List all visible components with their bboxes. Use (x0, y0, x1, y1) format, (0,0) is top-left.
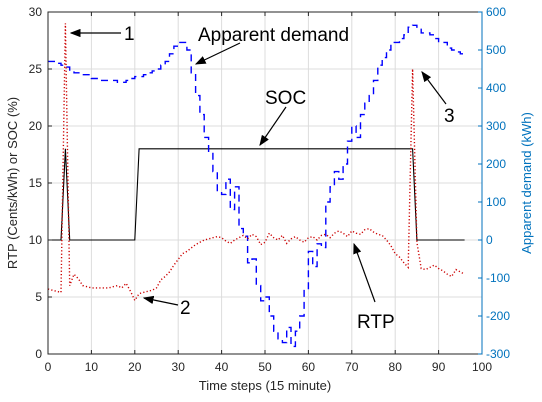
series-label-rtp: RTP (357, 312, 395, 333)
series-label-apparent-demand: Apparent demand (198, 25, 349, 46)
y-axis-label-right: Apparent demand (kWh) (519, 112, 534, 254)
y-tick-label-right: 300 (486, 119, 506, 133)
arrow-rtp (353, 242, 376, 303)
marker-2: 2 (180, 298, 191, 319)
y-tick-label-left: 30 (29, 5, 43, 19)
marker-3: 3 (444, 106, 455, 127)
series-layer (47, 23, 466, 348)
y-tick-label-right: -300 (486, 347, 510, 361)
y-tick-label-left: 15 (29, 176, 43, 190)
arrow-marker-3 (421, 71, 447, 105)
y-tick-label-left: 25 (29, 62, 43, 76)
y-tick-label-left: 20 (29, 119, 43, 133)
apparent-demand-line (48, 24, 466, 348)
x-tick-label: 50 (258, 360, 272, 374)
x-tick-label: 80 (389, 360, 403, 374)
series-label-soc: SOC (265, 88, 306, 109)
y-tick-label-left: 5 (35, 290, 42, 304)
x-tick-label: 10 (85, 360, 99, 374)
arrow-apparent-demand (194, 42, 241, 65)
x-tick-label: 40 (215, 360, 229, 374)
y-axis-label-left: RTP (Cents/kWh) or SOC (%) (5, 97, 20, 269)
arrow-marker-2 (142, 295, 179, 306)
x-tick-label: 0 (45, 360, 52, 374)
y-tick-label-right: -200 (486, 309, 510, 323)
y-tick-label-right: 600 (486, 5, 506, 19)
y-tick-label-right: 400 (486, 81, 506, 95)
x-tick-label: 90 (432, 360, 446, 374)
y-tick-label-right: 100 (486, 195, 506, 209)
x-tick-label: 60 (302, 360, 316, 374)
x-axis-label: Time steps (15 minute) (199, 378, 331, 393)
y-tick-label-right: -100 (486, 271, 510, 285)
rtp-line (47, 23, 465, 302)
y-tick-label-left: 0 (35, 347, 42, 361)
x-tick-label: 70 (345, 360, 359, 374)
x-tick-label: 30 (172, 360, 186, 374)
marker-1: 1 (124, 24, 135, 45)
y-tick-label-right: 0 (486, 233, 493, 247)
y-tick-label-right: 200 (486, 157, 506, 171)
x-tick-label: 100 (472, 360, 492, 374)
x-tick-label: 20 (128, 360, 142, 374)
grid (48, 12, 482, 354)
y-tick-label-left: 10 (29, 233, 43, 247)
axes: 0 10 20 30 40 50 60 70 80 90 100051015202530-300-2… (29, 5, 511, 374)
arrow-soc (259, 106, 287, 146)
y-tick-label-right: 500 (486, 43, 506, 57)
